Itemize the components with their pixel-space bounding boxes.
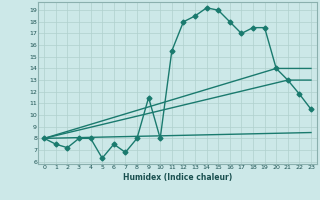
X-axis label: Humidex (Indice chaleur): Humidex (Indice chaleur) [123,173,232,182]
